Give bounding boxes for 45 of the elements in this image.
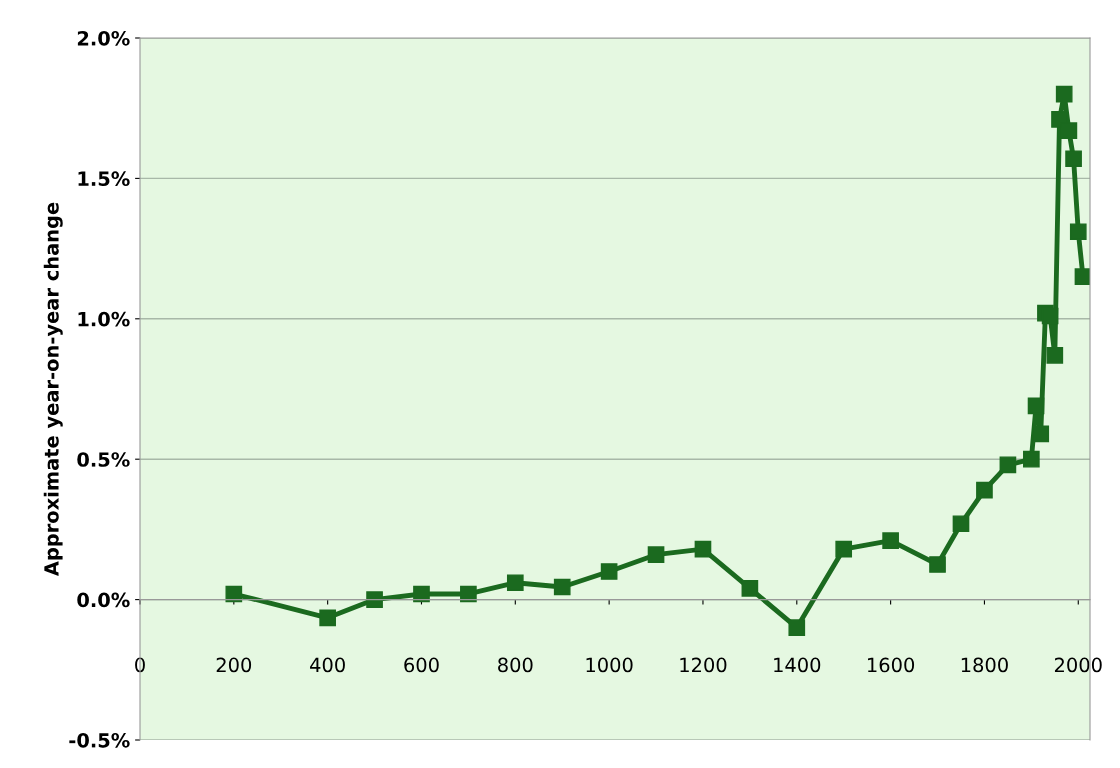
point: [976, 481, 993, 499]
point: [225, 585, 243, 603]
y-tick-label: 2.0%: [77, 30, 130, 46]
x-tick-label: 400: [310, 657, 345, 673]
x-tick-label: 200: [216, 657, 252, 673]
point: [788, 619, 806, 637]
point: [929, 556, 946, 573]
point: [319, 609, 336, 627]
y-tick-label: -0.5%: [69, 732, 130, 748]
point: [882, 532, 899, 549]
point: [1055, 85, 1073, 103]
point: [366, 591, 383, 608]
x-tick-label: 1000: [586, 657, 633, 673]
point: [1065, 150, 1082, 168]
point: [1023, 450, 1040, 468]
point: [600, 563, 618, 580]
point: [1069, 223, 1087, 241]
point: [1060, 122, 1078, 139]
point: [460, 585, 477, 603]
y-tick-label: 1.5%: [78, 171, 130, 187]
point: [835, 540, 853, 558]
point: [1074, 268, 1090, 286]
point: [999, 456, 1017, 474]
point: [1027, 397, 1045, 415]
x-tick-label: 1800: [961, 657, 1008, 673]
x-tick-label: 1600: [868, 657, 915, 673]
point: [647, 546, 665, 564]
point: [952, 515, 970, 533]
point: [1041, 307, 1059, 325]
x-tick-label: 800: [498, 657, 533, 673]
x-tick-label: 600: [404, 657, 439, 673]
x-tick-label: 1400: [774, 657, 821, 673]
y-tick-label: 0.0%: [77, 592, 130, 608]
point: [413, 585, 430, 603]
x-tick-label: 2000: [1054, 657, 1102, 673]
y-axis-title: Approximate year-on-year change: [43, 202, 63, 577]
point: [553, 578, 571, 596]
point: [741, 580, 759, 597]
y-tick-label: 0.5%: [77, 452, 130, 467]
y-tick-label: 1.0%: [78, 311, 130, 327]
x-tick-label: 1200: [680, 657, 727, 673]
point: [1046, 346, 1064, 364]
point: [506, 574, 524, 592]
point: [694, 540, 712, 558]
x-tick-label: 0: [135, 657, 145, 673]
